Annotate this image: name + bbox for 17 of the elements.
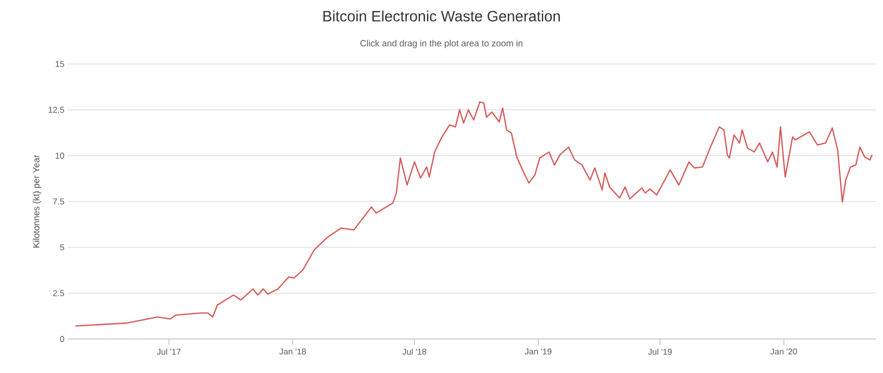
y-tick-label: 0 [60, 336, 64, 342]
y-tick-label: 10 [56, 152, 64, 159]
chart-subtitle: Click and drag in the plot area to zoom in [360, 40, 522, 48]
x-tick-label: Jul '17 [156, 348, 181, 355]
chart-title: Bitcoin Electronic Waste Generation [323, 10, 560, 22]
x-tick-label: Jul '19 [648, 348, 672, 355]
y-tick-label: 12.5 [48, 106, 64, 113]
y-tick-label: 7.5 [53, 198, 64, 204]
x-tick-label: Jan '20 [770, 348, 798, 355]
y-tick-label: 2.5 [53, 290, 64, 296]
y-axis-title: Kilotonnes (kt) per Year [32, 154, 42, 248]
y-tick-label: 15 [56, 61, 64, 67]
y-tick-label: 5 [60, 244, 64, 250]
x-tick-label: Jan '18 [279, 348, 306, 355]
x-tick-label: Jul '18 [402, 348, 426, 355]
line-series [74, 101, 873, 327]
x-tick-label: Jan '19 [524, 348, 552, 355]
